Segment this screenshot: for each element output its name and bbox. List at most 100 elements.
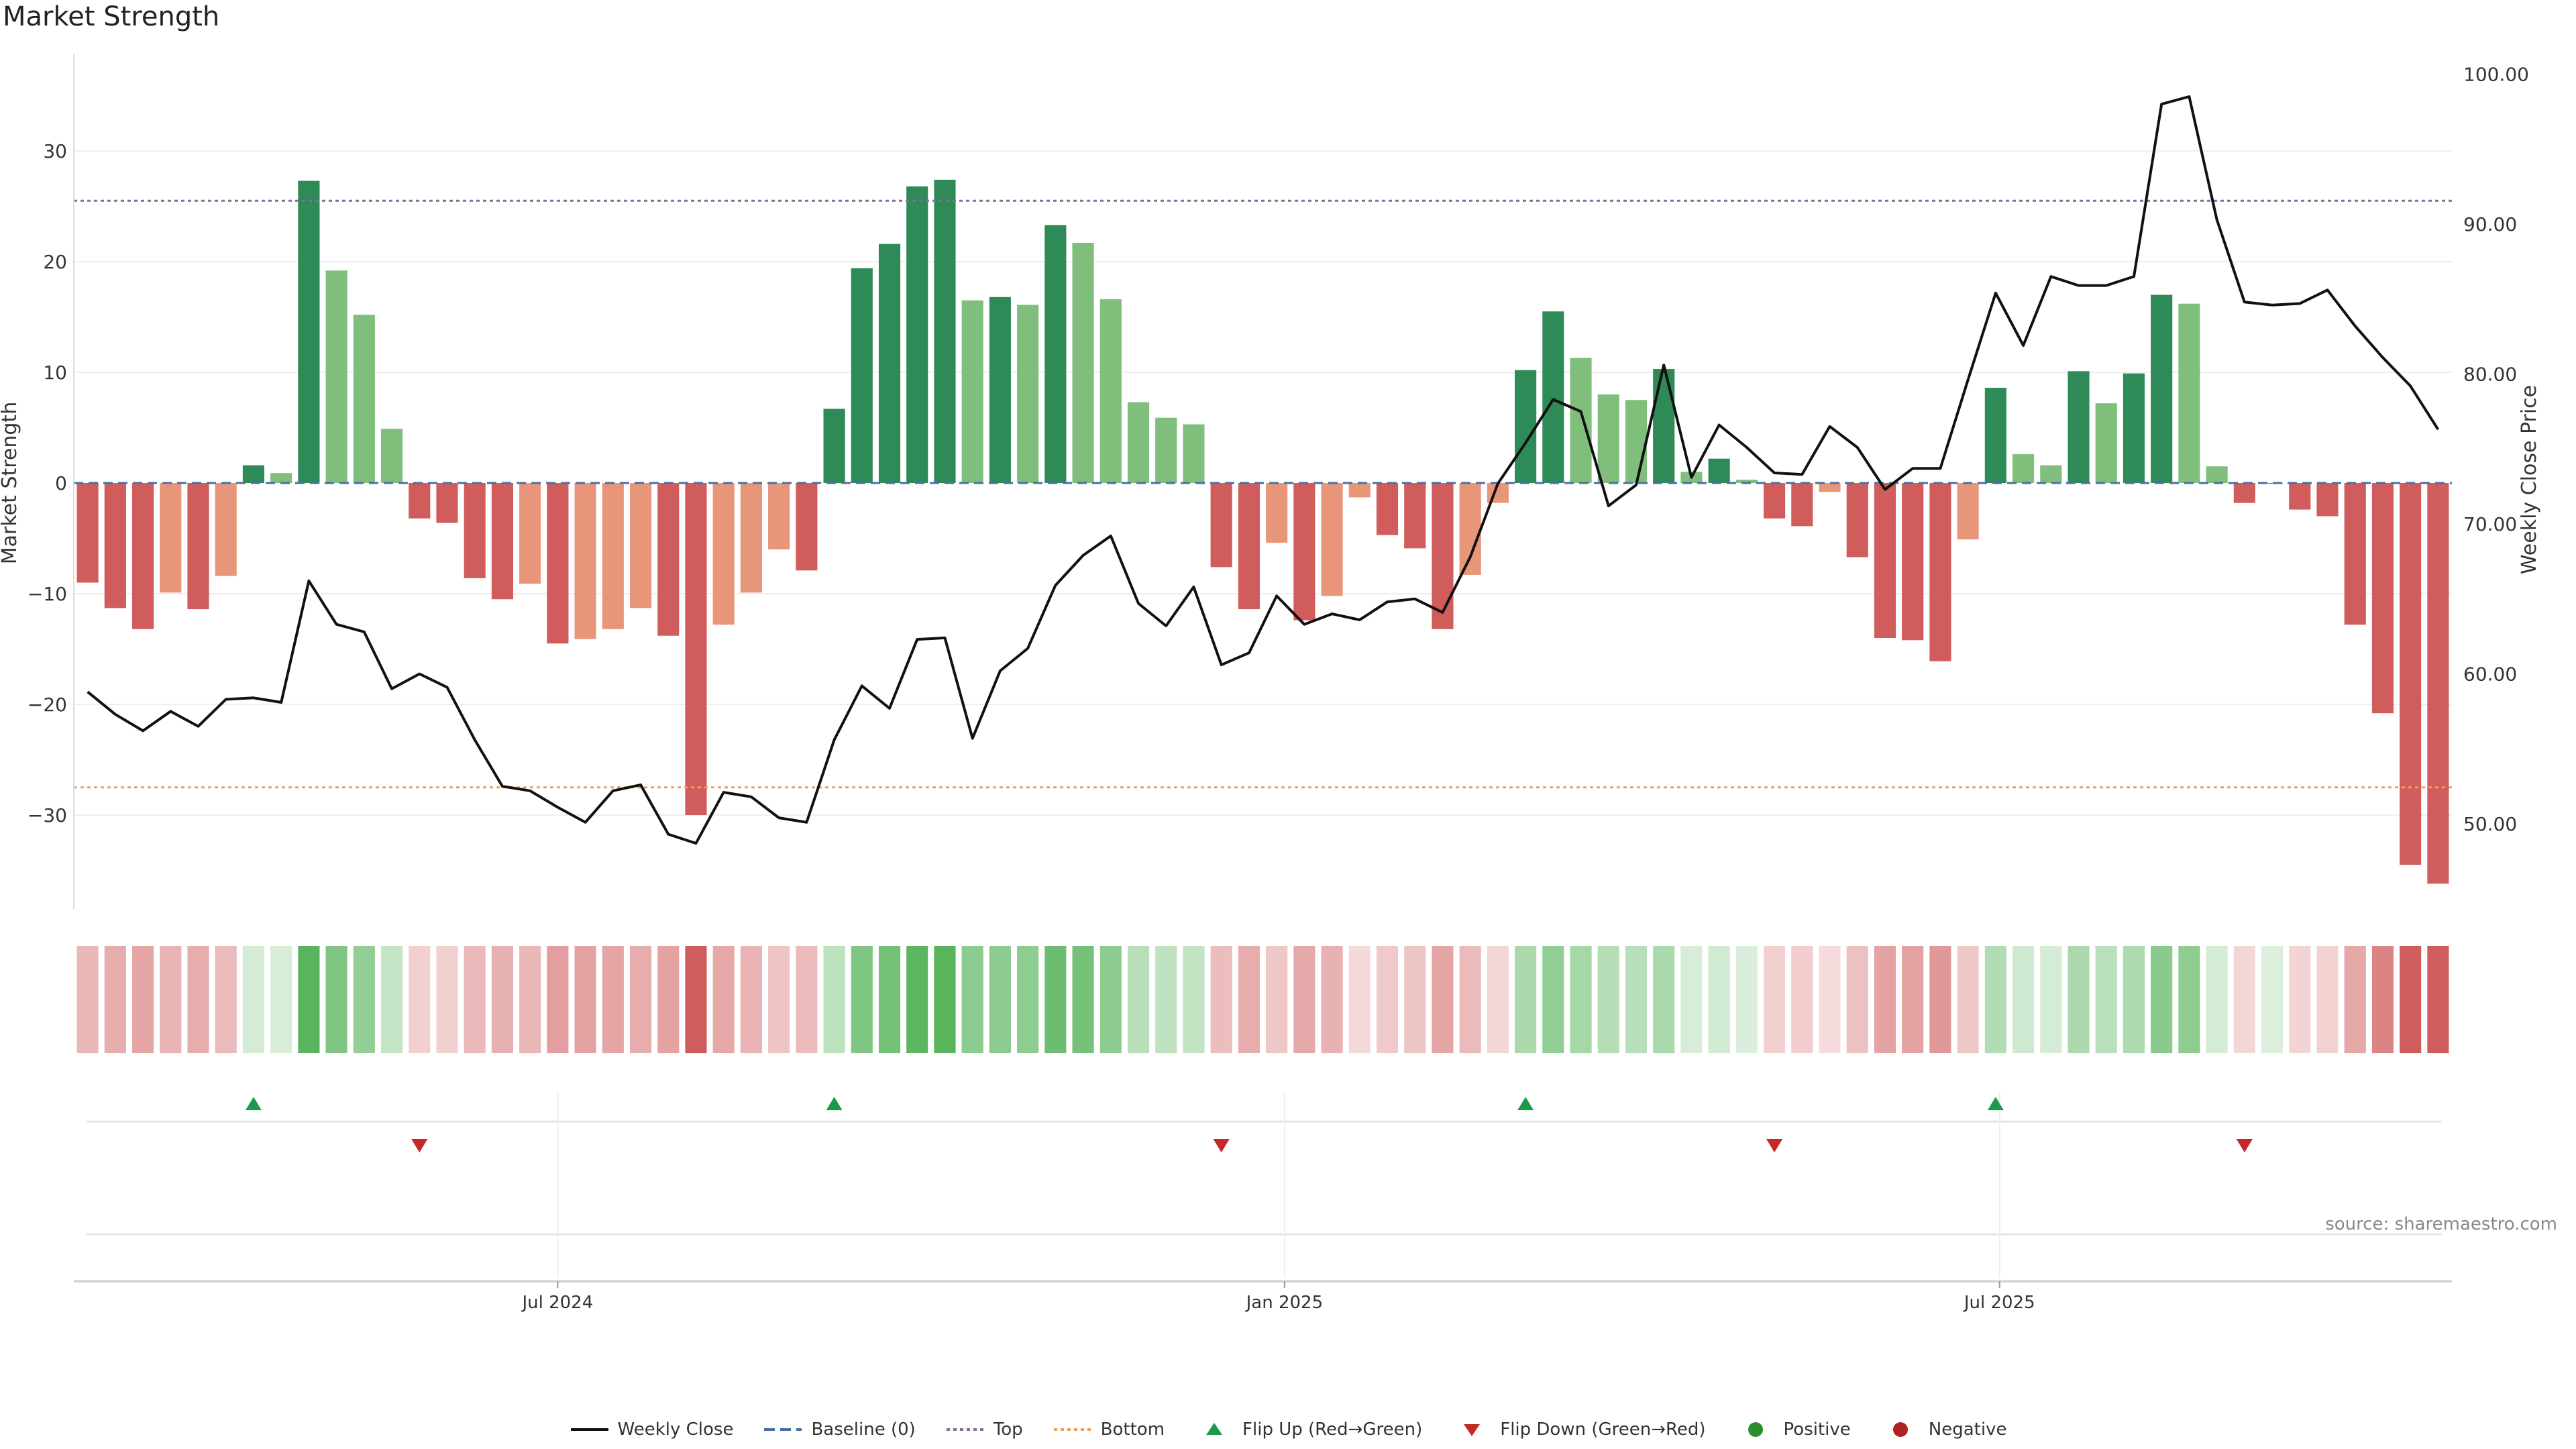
- legend-label: Negative: [1928, 1419, 2007, 1440]
- heat-cell: [325, 946, 347, 1053]
- legend-item: Flip Up (Red→Green): [1194, 1419, 1422, 1440]
- y-tick-label: 0: [55, 472, 67, 494]
- strength-bar: [547, 483, 569, 644]
- legend-item: Baseline (0): [763, 1419, 916, 1440]
- strength-bar: [1183, 424, 1205, 483]
- heat-cell: [2068, 946, 2090, 1053]
- dotted-line-icon: [946, 1428, 984, 1431]
- legend-label: Flip Up (Red→Green): [1242, 1419, 1423, 1440]
- x-tick-label: Jul 2025: [1963, 1293, 2035, 1313]
- strength-bar: [298, 180, 320, 483]
- strength-bar: [187, 483, 209, 610]
- flip-down-marker: [1766, 1139, 1783, 1152]
- heat-cell: [1625, 946, 1648, 1053]
- strength-bar: [2316, 483, 2339, 517]
- heat-cell: [1072, 946, 1094, 1053]
- heat-cell: [1099, 946, 1122, 1053]
- legend-label: Weekly Close: [617, 1419, 734, 1440]
- strength-bar: [1874, 483, 1896, 638]
- heat-cell: [242, 946, 265, 1053]
- strength-bar: [1764, 483, 1786, 519]
- legend-label: Top: [993, 1419, 1023, 1440]
- strength-bar: [1653, 369, 1675, 483]
- heat-cell: [187, 946, 209, 1053]
- heat-cell: [1432, 946, 1454, 1053]
- heat-cell: [1487, 946, 1509, 1053]
- heat-cell: [1819, 946, 1841, 1053]
- heat-cell: [76, 946, 99, 1053]
- heat-cell: [934, 946, 956, 1053]
- strength-bar: [878, 244, 901, 483]
- y-axis-label: Market Strength: [0, 402, 21, 564]
- heat-cell: [1984, 946, 2006, 1053]
- legend-label: Flip Down (Green→Red): [1500, 1419, 1706, 1440]
- heat-cell: [380, 946, 403, 1053]
- heat-cell: [1874, 946, 1896, 1053]
- heat-cell: [768, 946, 790, 1053]
- strength-bar: [1017, 305, 1039, 483]
- y2-tick-label: 90.00: [2463, 213, 2517, 235]
- legend-item: Weekly Close: [570, 1419, 734, 1440]
- strength-bar: [2206, 466, 2228, 483]
- strength-bar: [1210, 483, 1232, 568]
- x-tick-label: Jan 2025: [1245, 1293, 1324, 1313]
- heat-cell: [2400, 946, 2422, 1053]
- heat-cell: [1348, 946, 1371, 1053]
- strength-bar: [934, 179, 956, 483]
- heat-cell: [2316, 946, 2339, 1053]
- heat-cell: [961, 946, 983, 1053]
- heat-cell: [1791, 946, 1813, 1053]
- heat-cell: [1127, 946, 1150, 1053]
- heat-cell: [547, 946, 569, 1053]
- reference-lines: [74, 199, 2452, 789]
- heat-cell: [2233, 946, 2255, 1053]
- strength-bar: [242, 465, 265, 483]
- strength-bar: [1266, 483, 1288, 543]
- strength-bar: [602, 483, 624, 629]
- strength-bar: [2178, 303, 2200, 483]
- strength-bar: [1542, 311, 1564, 483]
- heat-cell: [823, 946, 845, 1053]
- flip-down-marker: [411, 1139, 428, 1152]
- y2-tick-label: 70.00: [2463, 513, 2517, 535]
- heat-cell: [1570, 946, 1592, 1053]
- axes: 30 20 10 0 −10 −20 −30 100.00 90.00 80.00 70.00 60.…: [28, 54, 2529, 1313]
- flip-markers: [86, 1092, 2442, 1278]
- strength-bar: [906, 186, 928, 483]
- heat-cell: [436, 946, 458, 1053]
- y2-tick-label: 80.00: [2463, 364, 2517, 386]
- heat-cell: [1459, 946, 1481, 1053]
- heat-cell: [1155, 946, 1177, 1053]
- y-tick-label: 30: [43, 140, 67, 162]
- strength-heat-strip: [76, 946, 2449, 1053]
- strength-bar: [1348, 483, 1371, 498]
- heat-cell: [1293, 946, 1316, 1053]
- dotted-line-icon: [1053, 1428, 1091, 1431]
- source-note: source: sharemaestro.com: [2325, 1214, 2557, 1234]
- strength-bar: [1929, 483, 1951, 661]
- strength-bars: [76, 179, 2449, 884]
- heat-cell: [131, 946, 154, 1053]
- strength-bar: [1597, 394, 1619, 483]
- strength-bar: [464, 483, 486, 578]
- strength-bar: [657, 483, 680, 636]
- heat-cell: [740, 946, 762, 1053]
- y2-tick-label: 100.00: [2463, 64, 2529, 86]
- strength-bar: [2012, 454, 2035, 483]
- strength-bar: [1515, 370, 1537, 483]
- strength-bar: [1321, 483, 1343, 596]
- heat-cell: [464, 946, 486, 1053]
- strength-bar: [1376, 483, 1399, 535]
- triangle-up-icon: [1206, 1423, 1223, 1435]
- flip-down-marker: [2236, 1139, 2253, 1152]
- heat-cell: [104, 946, 126, 1053]
- strength-bar: [380, 429, 403, 483]
- heat-cell: [1597, 946, 1619, 1053]
- strength-bar: [2344, 483, 2366, 625]
- x-tick-label: Jul 2024: [521, 1293, 593, 1313]
- legend-item: Flip Down (Green→Red): [1452, 1419, 1706, 1440]
- dashed-line-icon: [764, 1428, 802, 1431]
- heat-cell: [2040, 946, 2062, 1053]
- strength-bar: [1819, 483, 1841, 492]
- heat-cell: [1708, 946, 1730, 1053]
